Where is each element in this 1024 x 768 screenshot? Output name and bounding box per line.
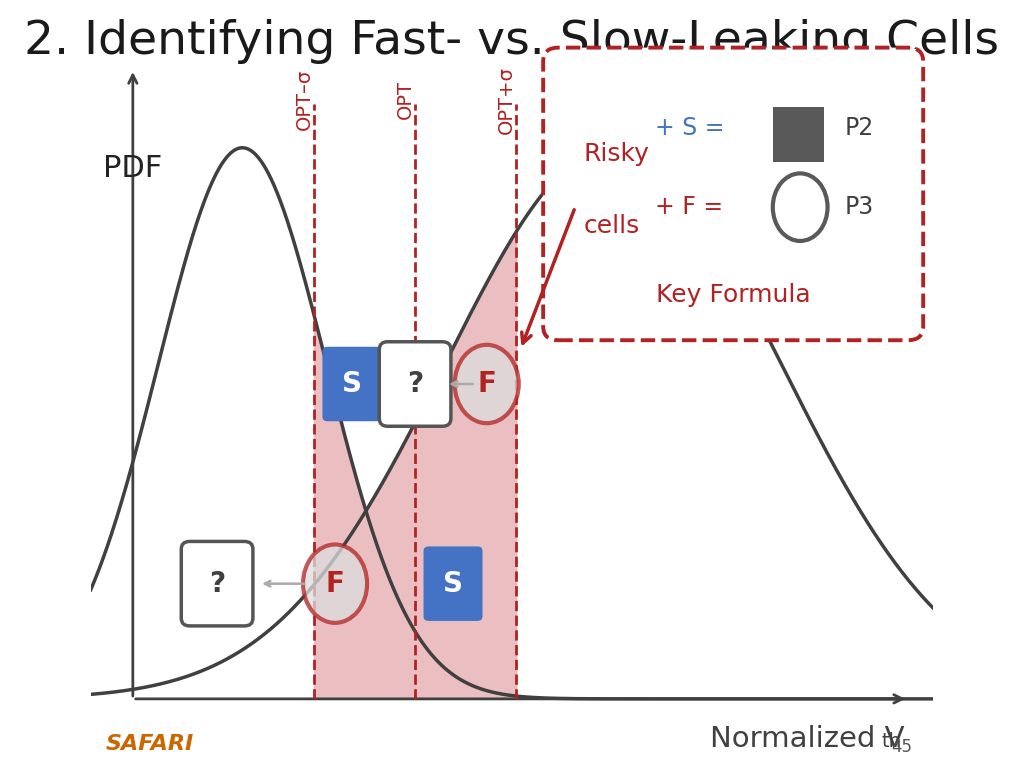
Text: S: S: [443, 570, 463, 598]
Text: Key Formula: Key Formula: [655, 283, 810, 306]
Text: Risky: Risky: [584, 142, 649, 166]
Text: F: F: [477, 370, 497, 398]
Bar: [773, 107, 823, 162]
Text: SAFARI: SAFARI: [105, 734, 195, 754]
Ellipse shape: [455, 345, 519, 423]
Text: ?: ?: [209, 570, 225, 598]
Text: + F =: + F =: [655, 195, 723, 219]
FancyBboxPatch shape: [424, 547, 482, 621]
FancyBboxPatch shape: [379, 342, 451, 426]
Text: th: th: [881, 732, 901, 751]
Text: 2. Identifying Fast- vs. Slow-Leaking Cells: 2. Identifying Fast- vs. Slow-Leaking Ce…: [25, 19, 999, 65]
Text: 45: 45: [891, 739, 912, 756]
Text: PDF: PDF: [103, 154, 163, 184]
Text: P2: P2: [845, 116, 874, 140]
FancyBboxPatch shape: [181, 541, 253, 626]
FancyBboxPatch shape: [323, 347, 381, 421]
Text: cells: cells: [584, 214, 640, 238]
Text: Normalized V: Normalized V: [710, 725, 904, 753]
Text: OPT+σ: OPT+σ: [498, 66, 516, 134]
FancyBboxPatch shape: [543, 48, 924, 340]
Text: P3: P3: [845, 195, 874, 219]
Ellipse shape: [303, 545, 367, 623]
Text: OPT–σ: OPT–σ: [295, 69, 314, 131]
Ellipse shape: [773, 174, 827, 241]
Text: S: S: [342, 370, 361, 398]
Text: ?: ?: [407, 370, 423, 398]
Text: OPT: OPT: [396, 81, 415, 119]
Text: + S =: + S =: [655, 116, 725, 140]
Text: F: F: [326, 570, 344, 598]
